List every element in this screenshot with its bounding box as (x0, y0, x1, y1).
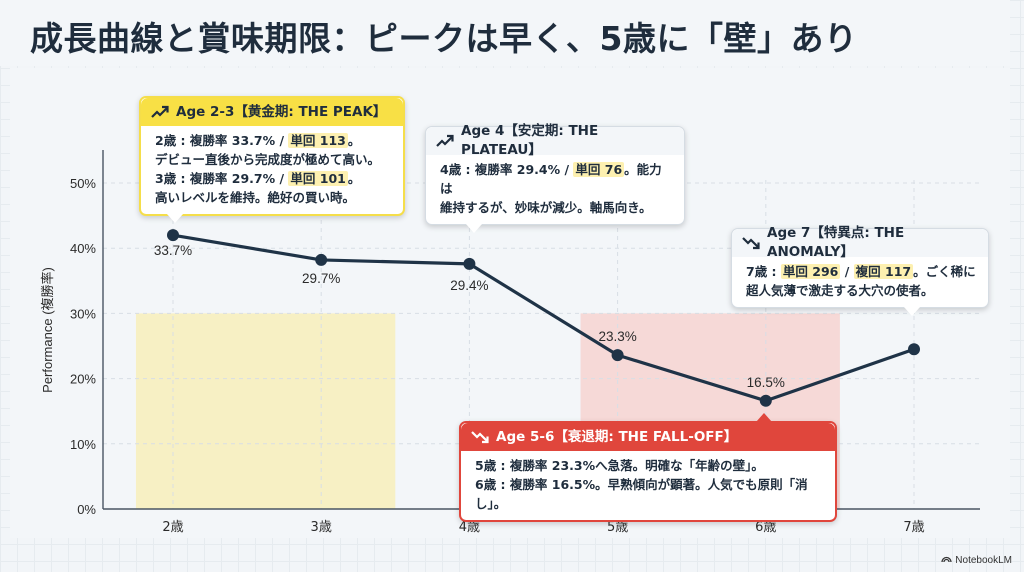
callout-line: 4歳 : 複勝率 29.4% / 単回 76 。能力は (440, 162, 662, 196)
callout-falloff-title: Age 5-6【衰退期: THE FALL-OFF】 (496, 428, 738, 445)
highlight: 単回 101 (288, 171, 348, 186)
callout-plateau-header: Age 4【安定期: THE PLATEAU】 (426, 123, 684, 158)
y-tick-label: 30% (70, 306, 96, 321)
y-tick-label: 10% (70, 437, 96, 452)
y-tick-label: 50% (70, 176, 96, 191)
data-label: 29.7% (302, 271, 340, 286)
callout-falloff: Age 5-6【衰退期: THE FALL-OFF】 5歳 : 複勝率 23.3… (459, 413, 837, 522)
callout-line: 3歳 : 複勝率 29.7% / 単回 101。 (155, 171, 361, 186)
data-point (759, 394, 772, 407)
y-tick-label: 0% (77, 502, 96, 517)
trending-down-icon (742, 236, 760, 250)
data-point (463, 257, 476, 270)
page-title: 成長曲線と賞味期限：ピークは早く、5歳に「壁」あり (30, 19, 858, 58)
data-label: 16.5% (747, 375, 785, 390)
callout-line: 2歳 : 複勝率 33.7% / 単回 113。 (155, 133, 361, 148)
callout-peak-title: Age 2-3【黄金期: THE PEAK】 (176, 103, 387, 120)
notebooklm-logo-icon (941, 554, 952, 566)
brand-watermark: NotebookLM (941, 554, 1012, 566)
callout-line: 6歳 : 複勝率 16.5%。早熟傾向が顕著。人気でも原則「消し」。 (475, 477, 808, 511)
callout-falloff-body: 5歳 : 複勝率 23.3%へ急落。明確な「年齢の壁」。 6歳 : 複勝率 16… (461, 451, 835, 520)
data-label: 33.7% (154, 243, 192, 258)
x-tick-label: 5歳 (607, 520, 628, 535)
data-point (315, 253, 328, 266)
callout-peak: Age 2-3【黄金期: THE PEAK】 2歳 : 複勝率 33.7% / … (139, 96, 405, 223)
data-label: 23.3% (598, 329, 636, 344)
region-peak (135, 313, 396, 509)
x-tick-label: 4歳 (459, 520, 480, 535)
callout-line: 維持するが、妙味が減少。軸馬向き。 (440, 200, 652, 215)
series-line (172, 233, 915, 403)
data-label: 29.4% (450, 278, 488, 293)
callout-anomaly-body: 7歳 : 単回 296 / 複回 117 。ごく稀に 超人気薄で激走する大穴の使者… (732, 257, 988, 307)
data-point (167, 229, 179, 242)
title-band (0, 0, 1010, 66)
y-tick-label: 40% (70, 241, 96, 256)
highlight: 単回 113 (288, 133, 348, 148)
callout-line: 高いレベルを維持。絶好の買い時。 (155, 190, 356, 205)
trending-up-icon (436, 134, 454, 148)
highlight: 単回 76 (573, 162, 625, 177)
trending-up-icon (151, 105, 169, 119)
callout-falloff-header: Age 5-6【衰退期: THE FALL-OFF】 (461, 423, 835, 451)
callout-line: デビュー直後から完成度が極めて高い。 (155, 152, 381, 167)
brand-label: NotebookLM (955, 554, 1012, 566)
callout-line: 超人気薄で激走する大穴の使者。 (746, 283, 934, 298)
x-tick-label: 2歳 (162, 520, 183, 535)
x-tick-label: 6歳 (755, 520, 776, 535)
callout-line: 7歳 : 単回 296 / 複回 117 。ごく稀に (746, 264, 976, 279)
callout-plateau-title: Age 4【安定期: THE PLATEAU】 (461, 123, 599, 158)
x-tick-label: 3歳 (311, 520, 332, 535)
y-tick-label: 20% (70, 372, 96, 387)
callout-anomaly-title: Age 7【特異点: THE ANOMALY】 (767, 225, 905, 260)
callout-anomaly-header: Age 7【特異点: THE ANOMALY】 (732, 225, 988, 260)
callout-line: 5歳 : 複勝率 23.3%へ急落。明確な「年齢の壁」。 (475, 458, 764, 473)
callout-peak-body: 2歳 : 複勝率 33.7% / 単回 113。 デビュー直後から完成度が極めて… (141, 126, 403, 214)
callout-plateau: Age 4【安定期: THE PLATEAU】 4歳 : 複勝率 29.4% /… (425, 123, 685, 233)
data-point (908, 343, 920, 356)
data-point (611, 349, 624, 362)
callout-pointer (167, 214, 183, 223)
highlight: 単回 296 (780, 264, 841, 279)
callout-pointer (756, 413, 772, 422)
callout-peak-header: Age 2-3【黄金期: THE PEAK】 (141, 98, 403, 126)
callout-pointer (904, 307, 920, 316)
highlight: 複回 117 (853, 264, 914, 279)
x-tick-label: 7歳 (903, 520, 924, 535)
callout-anomaly: Age 7【特異点: THE ANOMALY】 7歳 : 単回 296 / 複回… (731, 225, 989, 316)
trending-down-icon (471, 430, 489, 444)
y-axis-label: Performance (複勝率) (40, 267, 55, 393)
callout-pointer (466, 224, 482, 233)
callout-plateau-body: 4歳 : 複勝率 29.4% / 単回 76 。能力は 維持するが、妙味が減少。軸… (426, 155, 684, 224)
